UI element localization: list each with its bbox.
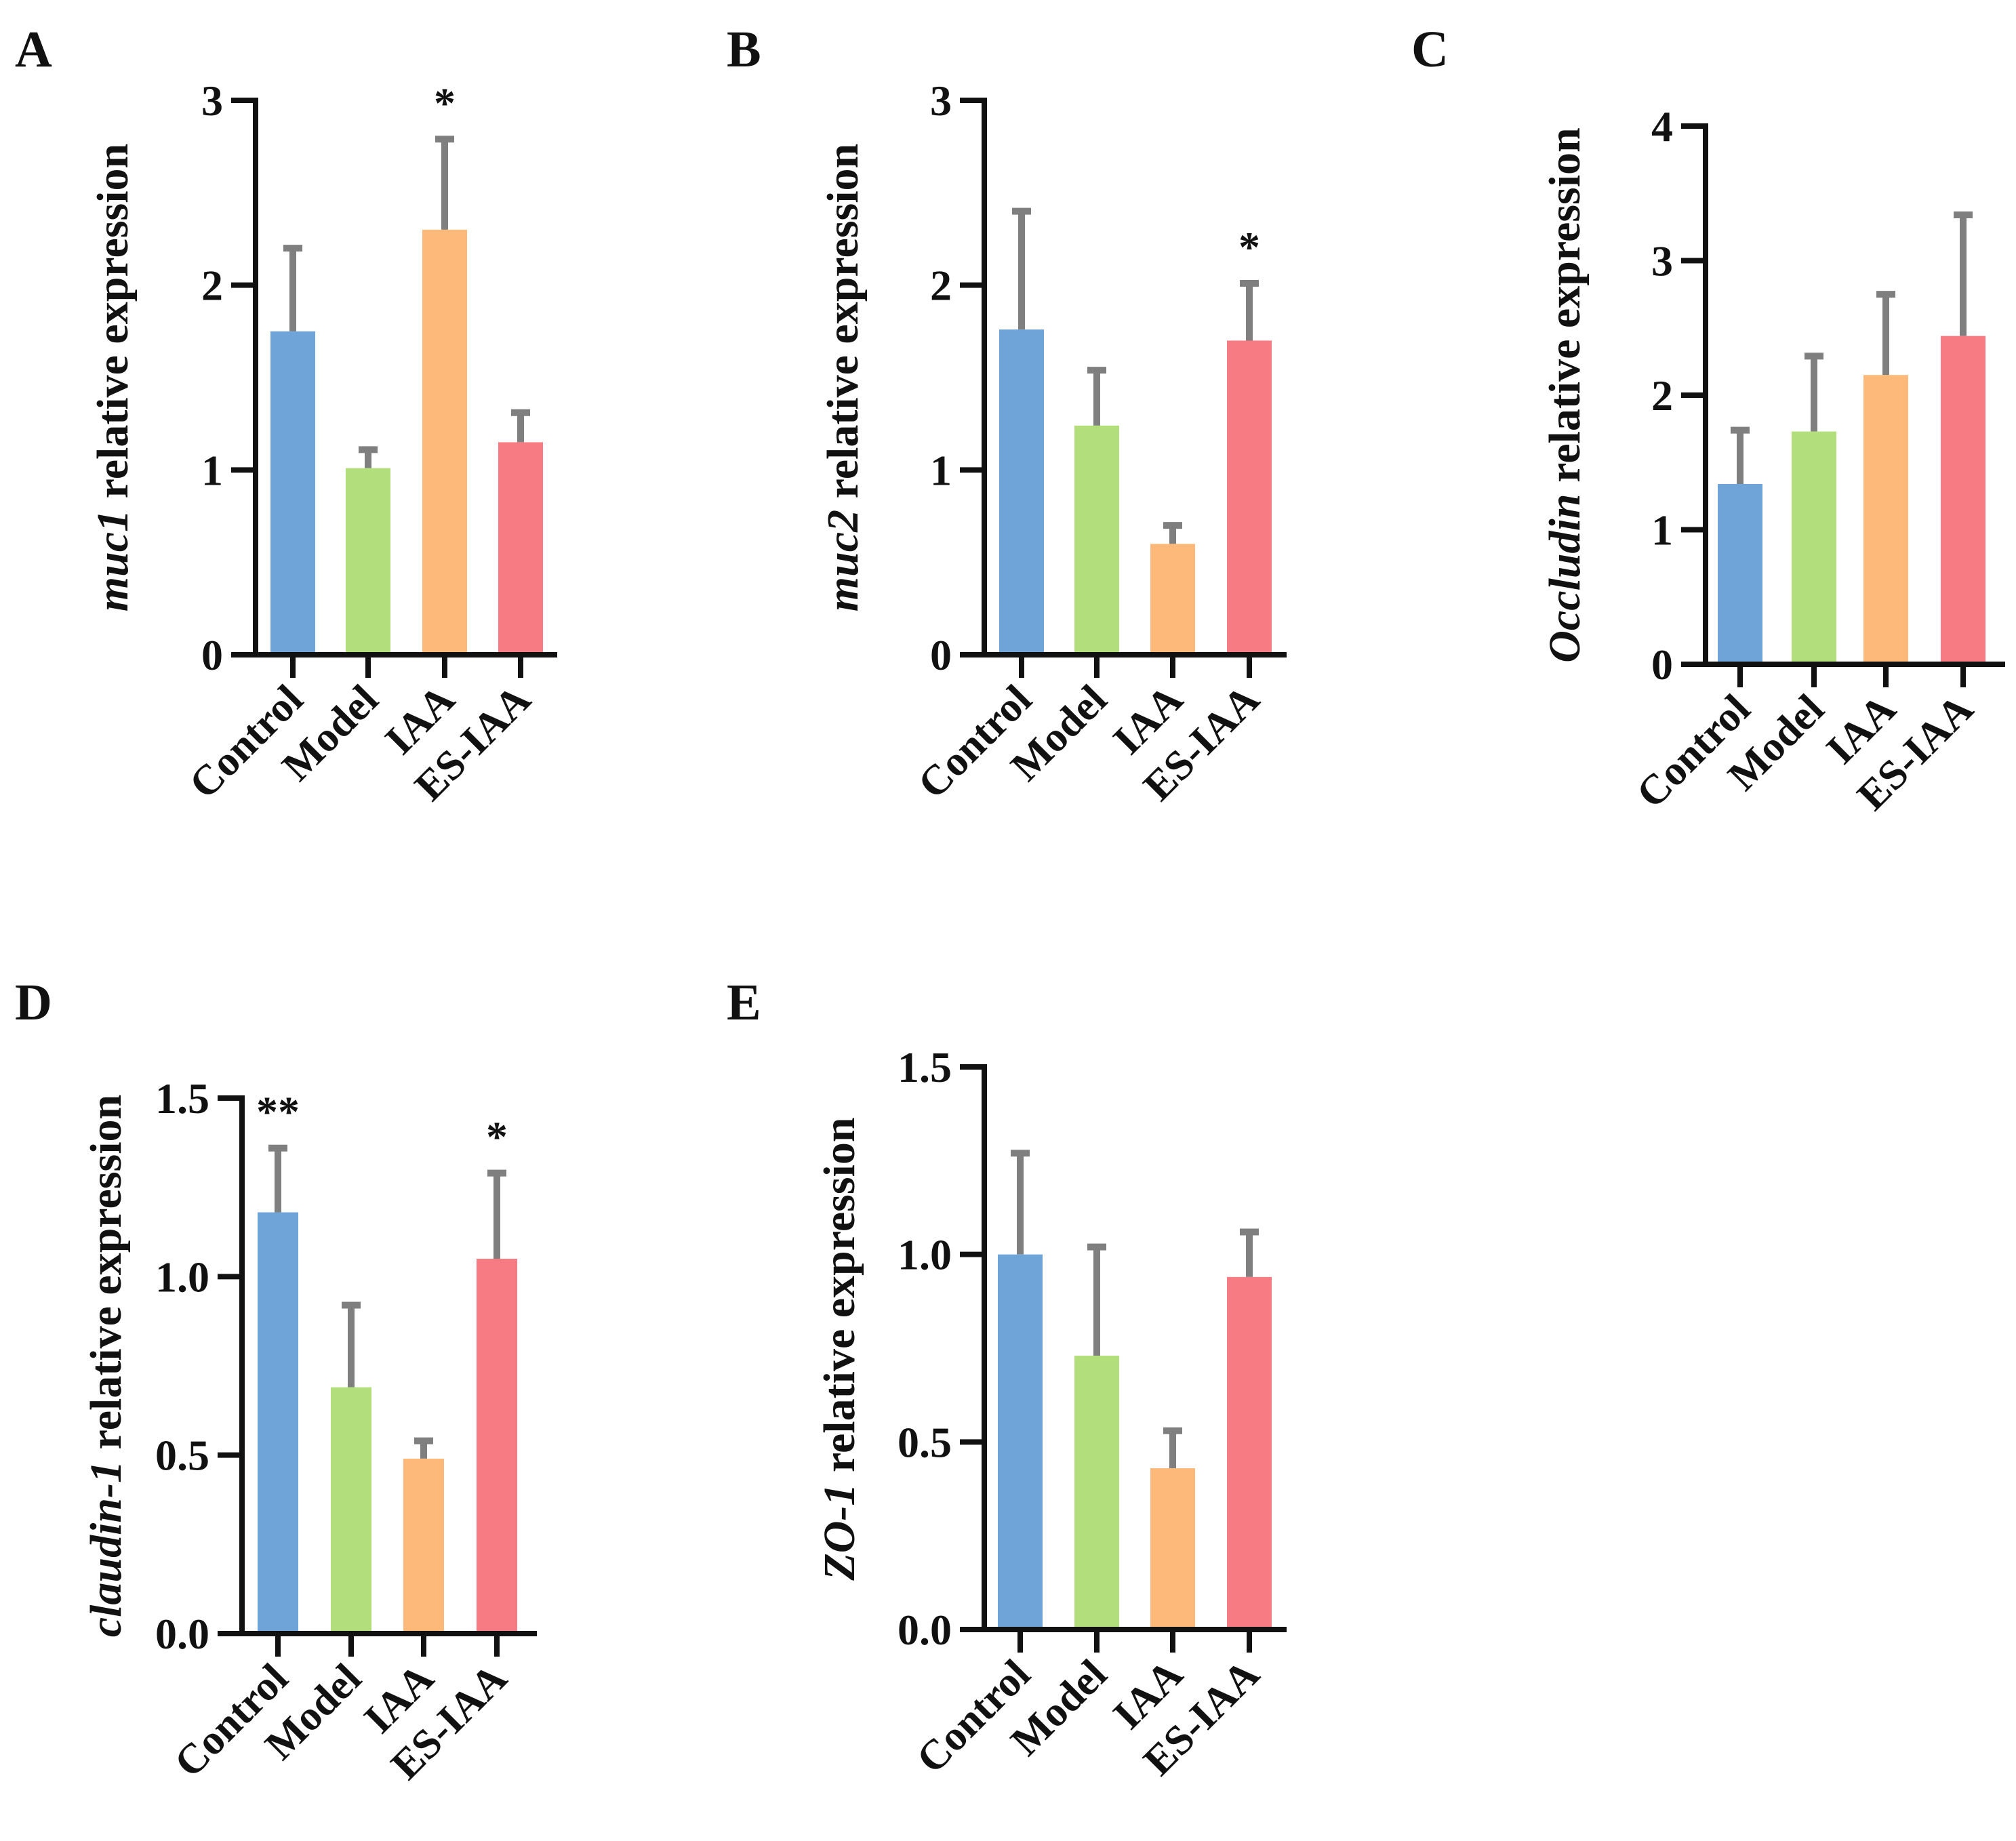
significance-mark: * [434,79,456,127]
y-tick-label: 4 [1651,102,1673,150]
y-tick-label: 0.5 [155,1432,209,1480]
bar-es-iaa [498,442,543,655]
bar-iaa [1150,544,1195,655]
bar-es-iaa [477,1259,517,1634]
y-axis-label: claudin-1 relative expression [81,1095,131,1638]
y-tick-label: 2 [930,262,952,310]
y-tick-label: 0 [201,631,223,679]
bar-control [258,1212,298,1634]
bar-iaa [1150,1468,1195,1630]
y-axis-label-gene: muc2 [818,510,868,611]
y-tick-label: 0.0 [898,1606,952,1654]
panel-letter: B [727,21,761,78]
y-tick-label: 0 [930,631,952,679]
y-tick-label: 2 [1651,371,1673,420]
bar-model [1074,425,1119,655]
panel-e: EZO-1 relative expressionControlModelIAA… [727,974,1287,1785]
y-tick-label: 1.0 [898,1231,952,1279]
y-tick-label: 1 [930,446,952,494]
panel-letter: A [15,21,52,78]
y-axis-label-gene: ZO-1 [815,1484,864,1581]
bar-es-iaa [1941,336,1985,664]
y-axis-label-gene: Occludin [1540,493,1590,662]
y-axis-label-text: relative expression [815,1117,864,1483]
significance-mark: * [1238,223,1260,271]
y-axis-label-text: relative expression [818,144,868,510]
significance-mark: * [486,1113,508,1161]
y-tick-label: 0 [1651,641,1673,689]
y-axis-label: muc2 relative expression [818,144,868,612]
y-axis-label-text: relative expression [88,144,138,510]
y-axis-label-text: relative expression [81,1095,131,1461]
y-tick-label: 1.5 [155,1074,209,1122]
y-axis-label: ZO-1 relative expression [815,1117,864,1581]
y-axis-label: muc1 relative expression [88,144,138,612]
y-axis-label-gene: muc1 [88,510,138,611]
y-axis-label: Occludin relative expression [1540,127,1590,663]
y-tick-label: 3 [1651,237,1673,285]
y-tick-label: 1 [1651,506,1673,554]
panel-letter: E [727,974,761,1031]
bar-iaa [422,229,467,655]
y-tick-label: 1.5 [898,1043,952,1091]
y-tick-label: 1 [201,446,223,494]
y-tick-label: 3 [201,77,223,125]
bar-iaa [1863,375,1908,664]
panel-letter: D [15,974,52,1031]
bar-control [999,329,1044,655]
y-tick-label: 0.0 [155,1610,209,1658]
bar-model [1074,1356,1119,1630]
significance-mark: ** [256,1088,300,1136]
y-axis-label-text: relative expression [1540,127,1590,493]
bar-iaa [403,1458,444,1634]
bar-es-iaa [1227,1276,1272,1630]
y-tick-label: 1.0 [155,1253,209,1301]
bar-control [270,331,315,655]
y-tick-label: 2 [201,262,223,310]
bar-model [331,1387,371,1634]
bar-model [346,468,390,655]
bar-model [1792,431,1836,664]
y-tick-label: 0.5 [898,1418,952,1466]
y-tick-label: 3 [930,77,952,125]
panel-letter: C [1411,21,1449,78]
bar-control [1718,484,1762,664]
y-axis-label-gene: claudin-1 [81,1461,131,1637]
bar-control [998,1254,1043,1630]
bar-es-iaa [1227,340,1272,655]
